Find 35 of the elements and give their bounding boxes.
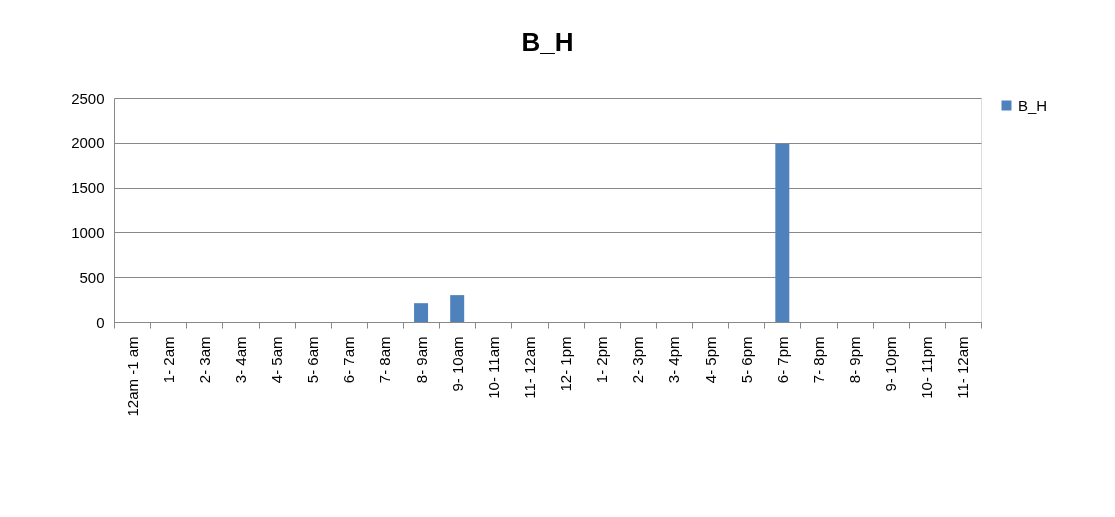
x-tick-label: 1- 2pm	[593, 336, 611, 384]
x-tick-label: 7- 8am	[376, 336, 394, 384]
bar	[775, 143, 790, 322]
x-tick-label: 4- 5pm	[701, 336, 719, 384]
x-tick-label: 10- 11am	[484, 336, 502, 399]
y-tick-label: 2000	[71, 134, 105, 152]
x-tick-label: 4- 5am	[268, 336, 286, 384]
x-tick-label: 12am -1 am	[123, 336, 141, 417]
x-tick-label: 12- 1pm	[557, 336, 575, 392]
y-tick-label: 500	[79, 268, 105, 286]
x-tick-label: 5- 6pm	[737, 336, 755, 384]
x-tick-label: 9- 10am	[448, 336, 466, 392]
x-tick-label: 6- 7pm	[773, 336, 791, 384]
x-tick-label: 10- 11pm	[918, 336, 936, 399]
y-tick-label: 1000	[71, 223, 105, 241]
x-tick-label: 3- 4am	[231, 336, 249, 384]
x-tick-label: 8- 9pm	[846, 336, 864, 384]
x-tick-label: 8- 9am	[412, 336, 430, 384]
y-tick-label: 2500	[71, 89, 105, 107]
x-tick-label: 7- 8pm	[809, 336, 827, 384]
chart-title: B_H	[521, 27, 574, 57]
x-tick-label: 2- 3am	[195, 336, 213, 384]
y-tick-label: 0	[96, 313, 105, 331]
bar	[414, 303, 429, 322]
x-tick-label: 3- 4pm	[665, 336, 683, 384]
x-tick-label: 11- 12am	[520, 336, 538, 399]
x-tick-label: 11- 12am	[954, 336, 972, 399]
x-tick-label: 2- 3pm	[629, 336, 647, 384]
x-tick-label: 9- 10pm	[882, 336, 900, 392]
x-tick-label: 5- 6am	[304, 336, 322, 384]
bar	[450, 295, 465, 322]
legend-label: B_H	[1018, 96, 1048, 114]
x-tick-label: 6- 7am	[340, 336, 358, 384]
x-tick-label: 1- 2am	[159, 336, 177, 384]
y-tick-label: 1500	[71, 179, 105, 197]
